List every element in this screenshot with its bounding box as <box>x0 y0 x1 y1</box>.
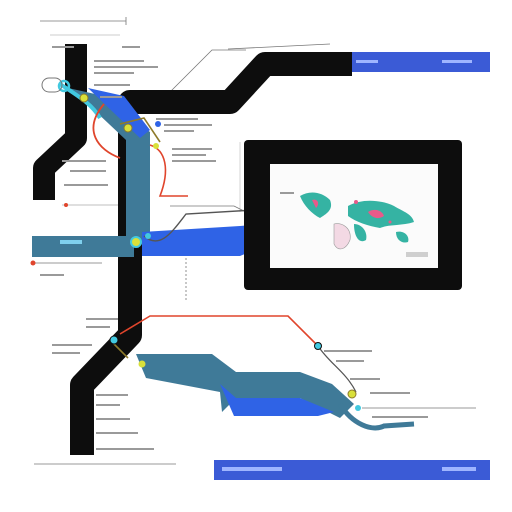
connector-node-icon <box>355 405 361 411</box>
olive-feeder <box>119 117 161 143</box>
left-bar <box>32 236 134 257</box>
blue-bars <box>214 52 490 480</box>
annotation-text-placeholder <box>96 418 130 420</box>
monitor <box>244 140 462 290</box>
connector-node-icon <box>145 233 151 239</box>
track-upper-route <box>118 52 352 114</box>
annotation-text-placeholder <box>280 192 294 194</box>
blue-band-segment <box>88 88 150 138</box>
connector-node-icon <box>347 389 357 399</box>
bottom-bar-label-placeholder <box>222 467 282 471</box>
annotation-text-placeholder <box>350 378 380 380</box>
annotation-text-placeholder <box>156 118 198 120</box>
connector-node-icon <box>138 360 146 368</box>
annotation-text-placeholder <box>94 60 144 62</box>
connector-node-icon <box>153 143 159 149</box>
annotation-text-placeholder <box>96 432 138 434</box>
world-map-icon <box>300 192 414 250</box>
annotation-text-placeholder <box>172 154 206 156</box>
annotation-text-placeholder <box>172 160 216 162</box>
red-feeder <box>149 144 188 197</box>
lower-flow <box>136 354 415 431</box>
annotation-text-placeholder <box>64 184 108 186</box>
screen-caption-placeholder <box>406 252 428 257</box>
teal-tail <box>337 402 415 431</box>
annotation-text-placeholder <box>94 72 134 74</box>
annotation-text-blocks <box>40 46 428 450</box>
bottom-bar-label-placeholder <box>442 467 476 471</box>
annotation-text-placeholder <box>62 160 106 162</box>
annotation-text-placeholder <box>94 84 130 86</box>
annotation-text-placeholder <box>52 344 92 346</box>
annotation-text-placeholder <box>96 394 128 396</box>
annotation-text-placeholder <box>52 46 74 48</box>
connector-node-icon <box>130 236 142 248</box>
pin-icon <box>64 203 68 207</box>
gray-feeder <box>317 345 357 393</box>
red-feeder-lower <box>119 315 319 347</box>
connector-node-icon <box>41 77 63 93</box>
annotation-text-placeholder <box>96 404 120 406</box>
track-left-branch <box>33 44 87 200</box>
bottom-bar <box>214 460 490 480</box>
annotation-text-placeholder <box>96 448 154 450</box>
annotation-text-placeholder <box>172 148 212 150</box>
annotation-text-placeholder <box>370 392 410 394</box>
annotation-text-placeholder <box>336 360 364 362</box>
gray-feeder <box>143 209 271 242</box>
connector-node-icon <box>109 335 119 345</box>
connector-node-icon <box>79 93 89 103</box>
annotation-text-placeholder <box>164 124 212 126</box>
leader-line <box>227 43 331 50</box>
connector-nodes <box>30 77 361 411</box>
connector-node-icon <box>123 123 133 133</box>
blue-branch <box>142 224 264 256</box>
connector-node-icon <box>57 79 71 93</box>
annotation-text-placeholder <box>122 46 140 48</box>
annotation-text-placeholder <box>164 130 194 132</box>
leader-line <box>169 49 246 93</box>
annotation-text-placeholder <box>52 352 80 354</box>
red-feeder <box>92 103 121 159</box>
annotation-text-placeholder <box>94 66 158 68</box>
pin-icon <box>30 260 36 266</box>
annotation-text-placeholder <box>324 350 372 352</box>
blue-band-lower <box>220 384 334 416</box>
top-bar-label-placeholder <box>356 60 378 63</box>
annotation-text-placeholder <box>86 318 118 320</box>
top-bar-label-placeholder <box>442 60 472 63</box>
annotation-text-placeholder <box>86 326 110 328</box>
teal-band-lower <box>136 354 354 418</box>
annotation-text-placeholder <box>100 96 122 98</box>
connector-node-icon <box>155 121 161 127</box>
annotation-text-placeholder <box>372 416 428 418</box>
left-bar-label-placeholder <box>60 240 82 244</box>
annotation-text-placeholder <box>70 170 106 172</box>
top-right-bar <box>352 52 490 72</box>
annotation-text-placeholder <box>40 274 64 276</box>
connector-node-icon <box>314 342 322 350</box>
